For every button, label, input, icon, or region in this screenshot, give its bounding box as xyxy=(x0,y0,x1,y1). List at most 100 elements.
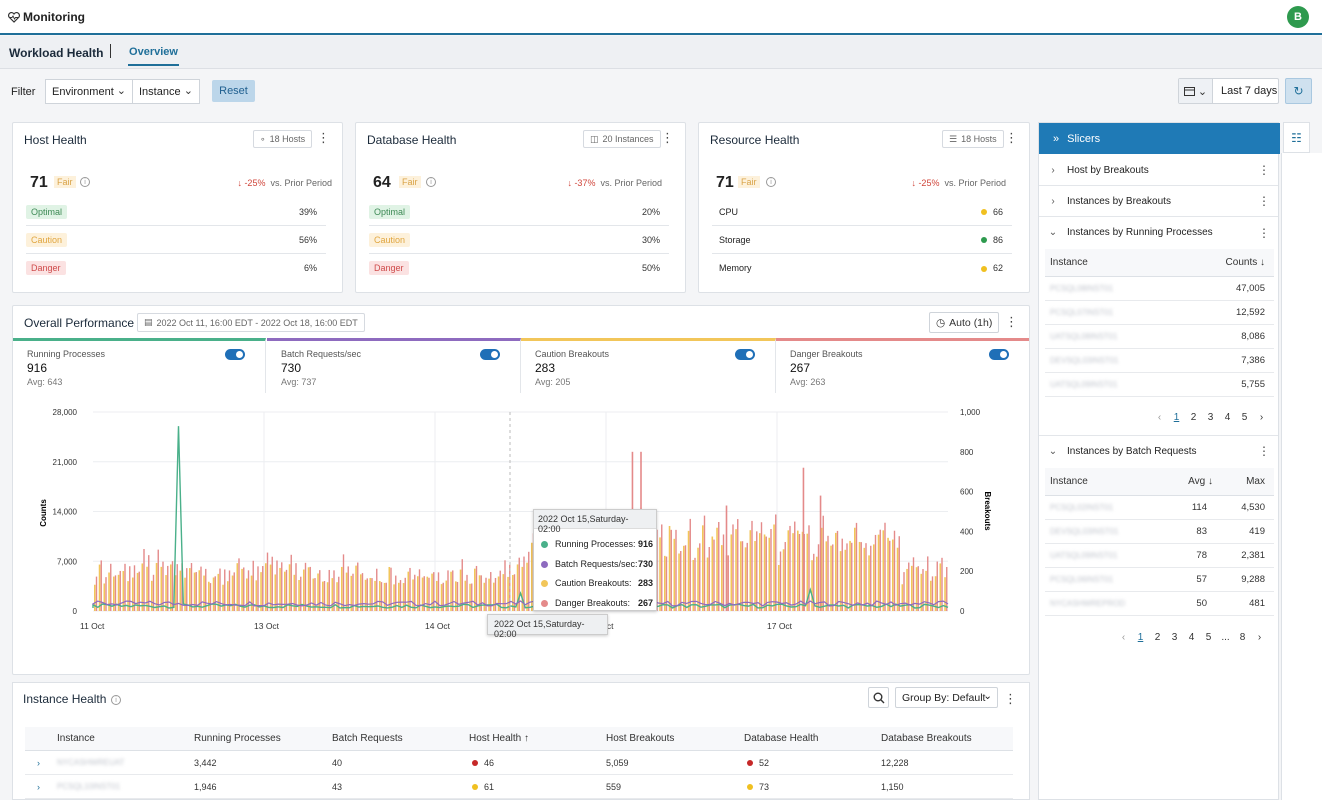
table-row[interactable]: UATSQL09INST01 5,755 xyxy=(1045,373,1274,397)
more-menu-icon[interactable]: ⋮ xyxy=(1005,314,1018,329)
table-row[interactable]: PCSQL07INST01 12,592 xyxy=(1045,301,1274,325)
page-link[interactable]: 5 xyxy=(1205,632,1212,643)
calendar-icon[interactable]: ⌄ xyxy=(1179,79,1213,103)
page-link[interactable]: 1 xyxy=(1137,632,1144,643)
tab-overview[interactable]: Overview xyxy=(128,46,179,66)
page-link[interactable]: 4 xyxy=(1188,632,1195,643)
danger-bar xyxy=(675,529,677,611)
page-link[interactable]: 8 xyxy=(1239,632,1246,643)
prev-page-icon[interactable]: ‹ xyxy=(1157,412,1162,423)
col-header[interactable]: Host Health ↑ xyxy=(469,733,530,744)
col-header[interactable]: Batch Requests xyxy=(332,733,403,744)
next-page-icon[interactable]: › xyxy=(1259,412,1264,423)
caution-bar xyxy=(493,582,495,611)
environment-select[interactable]: Environment ⌄ xyxy=(45,79,133,104)
col-header[interactable]: Running Processes xyxy=(194,733,281,744)
reset-button[interactable]: Reset xyxy=(212,80,255,102)
db-breakouts-value: 12,228 xyxy=(881,757,909,768)
hosts-count-chip[interactable]: ☰ 18 Hosts xyxy=(942,130,1004,148)
danger-bar xyxy=(684,545,687,611)
more-menu-icon[interactable]: ⋮ xyxy=(1258,225,1270,240)
table-row[interactable]: UATSQL08INST01 8,086 xyxy=(1045,325,1274,349)
danger-bar xyxy=(889,540,891,611)
auto-interval-button[interactable]: ◷ Auto (1h) xyxy=(929,312,1000,333)
info-icon[interactable]: i xyxy=(80,177,90,187)
page-link[interactable]: 3 xyxy=(1171,632,1178,643)
slicer-host-by-breakouts[interactable]: › Host by Breakouts ⋮ xyxy=(1039,155,1278,186)
page-link[interactable]: 5 xyxy=(1241,412,1248,423)
expand-chevron-icon[interactable]: › xyxy=(37,781,40,792)
host-breakouts-value: 5,059 xyxy=(606,757,629,768)
col-header-avg[interactable]: Avg ↓ xyxy=(1188,476,1213,487)
more-menu-icon[interactable]: ⋮ xyxy=(1258,194,1270,208)
table-row[interactable]: PCSQL02INST01 114 4,530 xyxy=(1045,496,1274,520)
col-header[interactable]: Instance xyxy=(57,733,95,744)
group-by-select[interactable]: Group By: Default ⌄ xyxy=(895,687,998,708)
danger-bar xyxy=(295,563,297,611)
next-page-icon[interactable]: › xyxy=(1257,632,1262,643)
col-header[interactable]: Database Health xyxy=(744,733,819,744)
table-row[interactable]: NYCASHWREPROD 50 481 xyxy=(1045,592,1274,616)
caution-bar xyxy=(331,578,334,611)
refresh-button[interactable]: ↻ xyxy=(1285,78,1312,104)
page-link[interactable]: 2 xyxy=(1190,412,1197,423)
page-link[interactable]: 1 xyxy=(1173,412,1180,423)
info-icon[interactable]: i xyxy=(111,695,121,705)
table-row[interactable]: DEVSQL03INST01 83 419 xyxy=(1045,520,1274,544)
app-logo[interactable]: Monitoring xyxy=(8,10,85,24)
series-toggle[interactable] xyxy=(989,349,1009,360)
prev-page-icon[interactable]: ‹ xyxy=(1121,632,1126,643)
count-value: 5,755 xyxy=(1241,379,1265,390)
danger-bar xyxy=(789,525,791,611)
danger-bar xyxy=(395,575,397,611)
col-header[interactable]: Database Breakouts xyxy=(881,733,972,744)
caution-bar xyxy=(474,568,476,611)
page-link[interactable]: 4 xyxy=(1224,412,1231,423)
page-link[interactable]: 3 xyxy=(1207,412,1214,423)
instance-select[interactable]: Instance ⌄ xyxy=(132,79,200,104)
instances-count-chip[interactable]: ◫ 20 Instances xyxy=(583,130,661,148)
col-header-counts[interactable]: Counts ↓ xyxy=(1225,257,1265,268)
card-title: Instance Health xyxy=(23,692,107,706)
batch-value: 40 xyxy=(332,757,343,768)
series-toggle[interactable] xyxy=(735,349,755,360)
table-row[interactable]: UATSQL09INST01 78 2,381 xyxy=(1045,544,1274,568)
table-row[interactable]: PCSQL06INST01 57 9,288 xyxy=(1045,568,1274,592)
series-toggle[interactable] xyxy=(480,349,500,360)
table-row[interactable]: › NYCASHWREUAT 3,442 40 46 5,059 52 12,2… xyxy=(25,751,1013,775)
danger-bar xyxy=(366,578,368,611)
performance-chart[interactable]: 28,000 21,000 14,000 7,000 0 1,000 800 600 400 20… xyxy=(13,393,1029,673)
avatar[interactable]: B xyxy=(1287,6,1309,28)
caution-bar xyxy=(379,581,381,611)
danger-bar xyxy=(209,583,212,611)
slicer-instances-by-batch[interactable]: ⌄ Instances by Batch Requests ⋮ xyxy=(1039,435,1278,466)
more-menu-icon[interactable]: ⋮ xyxy=(1004,691,1017,706)
status-dot xyxy=(747,760,753,767)
search-button[interactable] xyxy=(868,687,889,708)
filter-panel-button[interactable]: ☷ xyxy=(1283,122,1310,153)
hosts-count-chip[interactable]: ∘ 18 Hosts xyxy=(253,130,313,148)
row-value: 20% xyxy=(641,206,660,217)
more-menu-icon[interactable]: ⋮ xyxy=(317,130,330,145)
col-header-max[interactable]: Max xyxy=(1246,476,1265,487)
more-menu-icon[interactable]: ⋮ xyxy=(1258,444,1270,458)
expand-chevron-icon[interactable]: › xyxy=(37,757,40,768)
slicers-header[interactable]: » Slicers xyxy=(1039,123,1280,154)
more-menu-icon[interactable]: ⋮ xyxy=(661,130,674,145)
table-row[interactable]: DEVSQL03INST01 7,386 xyxy=(1045,349,1274,373)
table-row[interactable]: › PCSQL10INST01 1,946 43 61 559 73 1,150 xyxy=(25,775,1013,799)
slicer-instances-by-breakouts[interactable]: › Instances by Breakouts ⋮ xyxy=(1039,186,1278,217)
table-row[interactable]: PCSQL08INST01 47,005 xyxy=(1045,277,1274,301)
hosts-icon: ∘ xyxy=(260,133,266,144)
info-icon[interactable]: i xyxy=(426,177,436,187)
page-link[interactable]: 2 xyxy=(1154,632,1161,643)
col-header[interactable]: Host Breakouts xyxy=(606,733,675,744)
more-menu-icon[interactable]: ⋮ xyxy=(1258,163,1270,177)
chevron-right-icon: › xyxy=(1051,195,1055,207)
date-range-picker[interactable]: ⌄ Last 7 days xyxy=(1178,78,1279,104)
more-menu-icon[interactable]: ⋮ xyxy=(1005,130,1018,145)
series-toggle[interactable] xyxy=(225,349,245,360)
info-icon[interactable]: i xyxy=(766,177,776,187)
instance-name: DEVSQL03INST01 xyxy=(1050,356,1119,365)
slicer-instances-by-running[interactable]: ⌄ Instances by Running Processes ⋮ xyxy=(1039,217,1278,248)
